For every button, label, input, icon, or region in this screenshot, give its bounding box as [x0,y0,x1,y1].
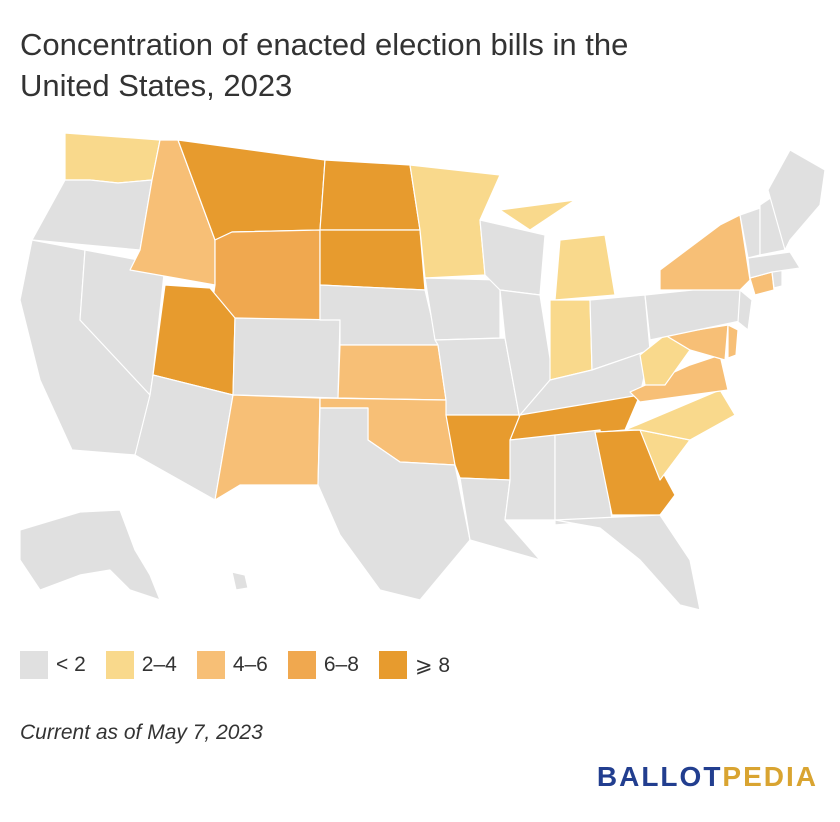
state-mississippi [504,434,556,521]
legend-item: 6–8 [287,651,359,679]
legend-swatch [20,651,48,679]
legend-label: 6–8 [323,653,359,676]
legend-label: 2–4 [141,653,177,676]
state-massachusetts [747,251,801,279]
legend-swatch [378,651,407,679]
state-michigan-lower [554,234,616,301]
state-maine [767,149,826,251]
ballotpedia-logo: BALLOTPEDIA [597,761,818,793]
state-washington [64,132,161,184]
legend-swatch [105,651,134,679]
state-rhode-island [771,269,783,289]
state-arizona [134,374,234,501]
state-hawaii [231,571,249,591]
state-west-virginia [639,334,691,386]
state-alaska [19,509,161,601]
legend-label: 4–6 [232,653,268,676]
legend-swatch [196,651,225,679]
legend-label: < 2 [56,653,86,676]
legend-swatch [287,651,316,679]
logo-part-2: PEDIA [722,761,818,792]
state-new-york [659,214,751,291]
state-north-dakota [319,159,421,231]
state-virginia [629,354,729,403]
state-oregon [31,179,153,251]
state-new-mexico [214,394,321,501]
state-delaware [727,324,739,359]
legend-item: ⩾ 8 [378,651,451,679]
title-line-2: United States, 2023 [20,68,293,103]
legend-item: < 2 [20,651,86,679]
state-new-jersey [737,289,753,331]
state-kansas [337,344,447,401]
legend-item: 4–6 [196,651,268,679]
state-north-carolina [624,389,736,441]
title-line-1: Concentration of enacted election bills … [20,27,629,62]
state-florida [554,514,701,611]
legend-item: 2–4 [105,651,177,679]
state-south-dakota [319,229,426,291]
state-wyoming [209,229,321,321]
legend: < 2 2–4 4–6 6–8 ⩾ 8 [20,651,450,679]
footnote: Current as of May 7, 2023 [20,721,263,744]
state-colorado [232,317,341,399]
chart-title: Concentration of enacted election bills … [20,24,800,106]
state-louisiana [459,477,541,561]
us-states-map [19,132,826,611]
state-michigan-upper [499,199,576,231]
logo-part-1: BALLOT [596,761,723,792]
state-iowa [424,277,501,341]
state-indiana [549,299,593,381]
legend-label: ⩾ 8 [414,653,451,677]
